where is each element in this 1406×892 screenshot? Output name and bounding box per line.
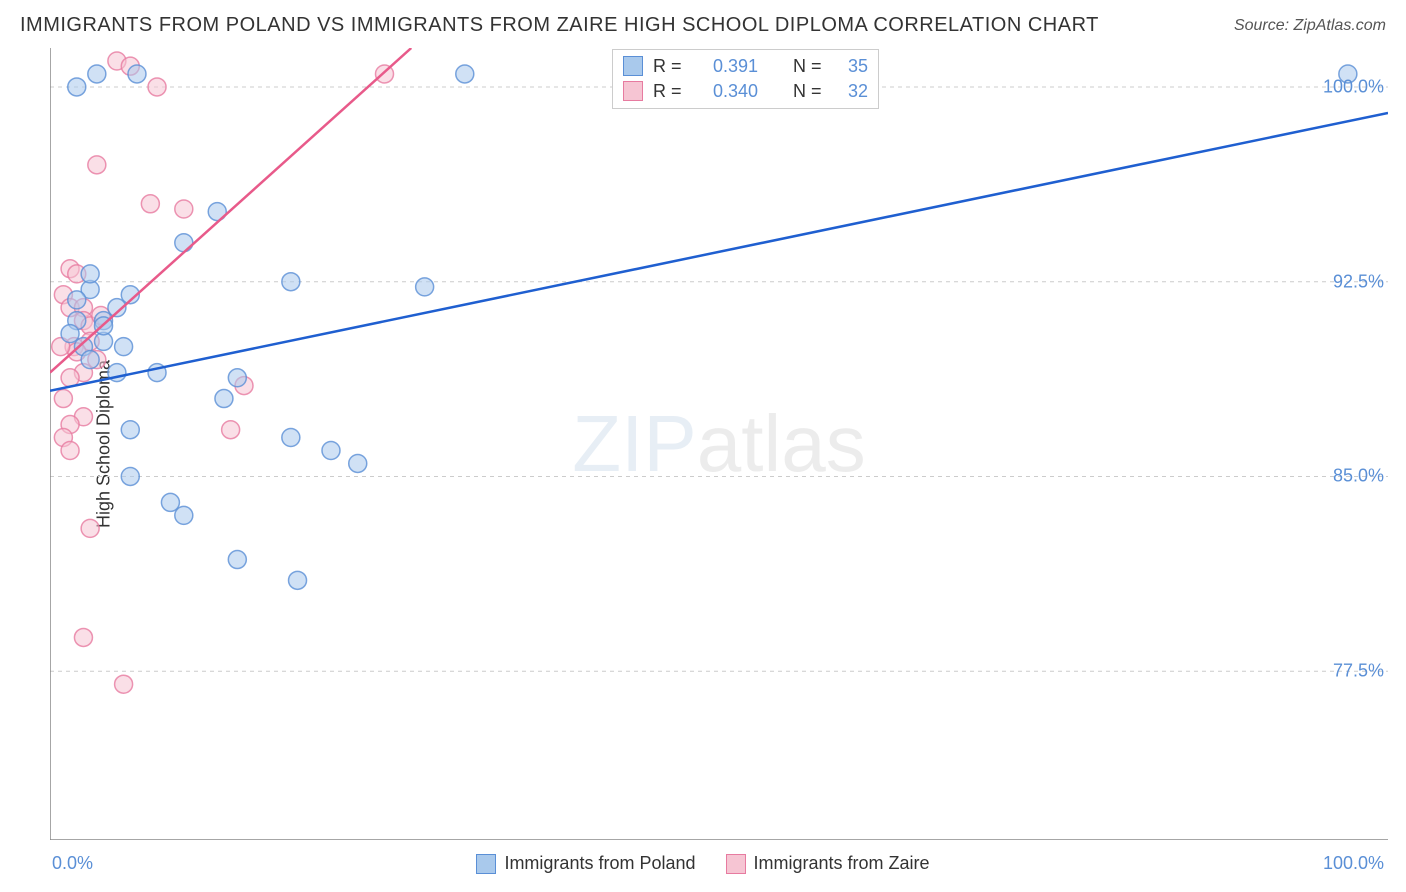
legend-label-poland: Immigrants from Poland bbox=[504, 853, 695, 874]
n-label: N = bbox=[793, 56, 838, 77]
y-tick-label: 77.5% bbox=[1333, 661, 1384, 682]
n-value: 32 bbox=[848, 81, 868, 102]
legend-item-zaire: Immigrants from Zaire bbox=[726, 853, 930, 874]
chart-title: IMMIGRANTS FROM POLAND VS IMMIGRANTS FRO… bbox=[20, 14, 1099, 37]
bottom-legend: Immigrants from Poland Immigrants from Z… bbox=[0, 853, 1406, 874]
r-value: 0.391 bbox=[713, 56, 783, 77]
y-tick-label: 85.0% bbox=[1333, 466, 1384, 487]
r-value: 0.340 bbox=[713, 81, 783, 102]
correlation-legend: R = 0.391 N = 35 R = 0.340 N = 32 bbox=[612, 49, 879, 109]
correlation-row: R = 0.340 N = 32 bbox=[623, 79, 868, 104]
r-label: R = bbox=[653, 81, 703, 102]
source-label: Source: ZipAtlas.com bbox=[1234, 17, 1386, 35]
legend-swatch-poland bbox=[476, 854, 496, 874]
legend-item-poland: Immigrants from Poland bbox=[476, 853, 695, 874]
scatter-plot bbox=[50, 48, 1388, 840]
r-label: R = bbox=[653, 56, 703, 77]
legend-label-zaire: Immigrants from Zaire bbox=[754, 853, 930, 874]
legend-swatch-zaire bbox=[726, 854, 746, 874]
correlation-row: R = 0.391 N = 35 bbox=[623, 54, 868, 79]
y-tick-label: 92.5% bbox=[1333, 271, 1384, 292]
legend-swatch-icon bbox=[623, 81, 643, 101]
y-tick-label: 100.0% bbox=[1323, 76, 1384, 97]
header: IMMIGRANTS FROM POLAND VS IMMIGRANTS FRO… bbox=[0, 0, 1406, 47]
n-value: 35 bbox=[848, 56, 868, 77]
n-label: N = bbox=[793, 81, 838, 102]
legend-swatch-icon bbox=[623, 56, 643, 76]
chart-area: High School Diploma ZIPatlas 77.5%85.0%9… bbox=[50, 48, 1388, 840]
